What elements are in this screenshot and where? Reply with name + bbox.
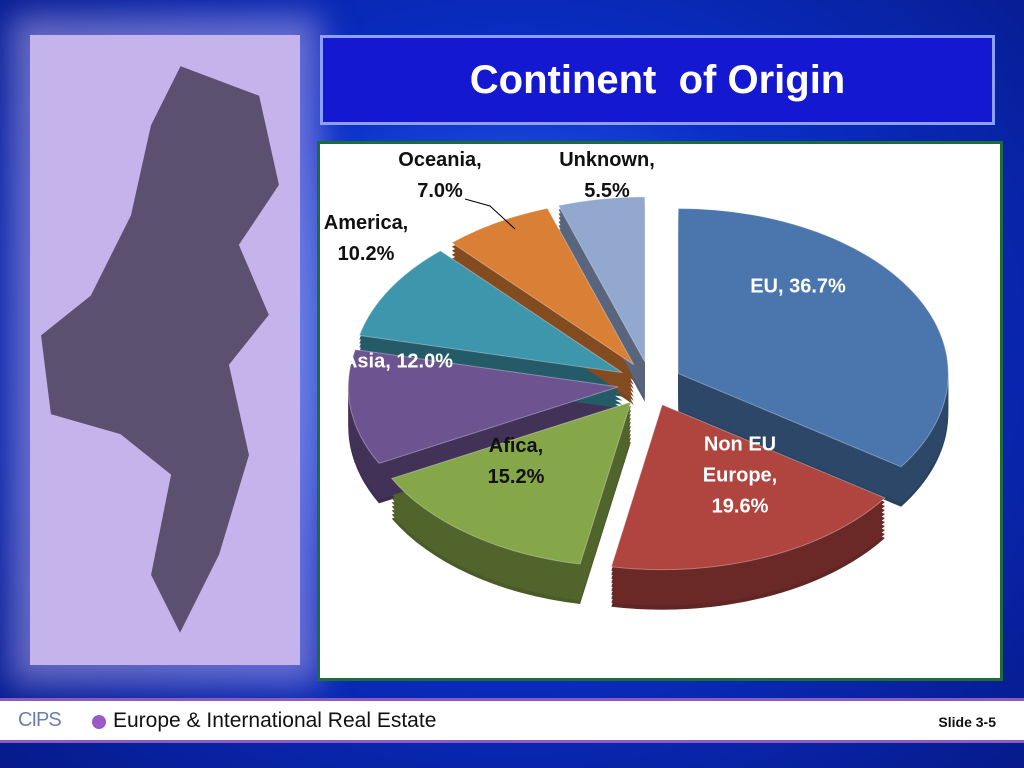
data-label: America, 10.2% [323, 212, 409, 265]
footer-text: Europe & International Real Estate [113, 709, 437, 732]
slide-number: Slide 3-5 [938, 714, 996, 730]
pie-chart [347, 196, 949, 610]
chart-area: EU, 36.7% Non EU Europe, 19.6% Afica, 15.2… [317, 141, 1003, 681]
data-label: Unknown, 5.5% [559, 149, 655, 202]
chart-title: Continent of Origin [320, 35, 995, 125]
map-image [30, 35, 300, 665]
bullet [92, 715, 106, 729]
slice [557, 196, 646, 363]
slice [450, 207, 635, 366]
slice [390, 401, 632, 565]
slice [677, 208, 949, 468]
data-label: Asia, 12.0% [342, 350, 454, 373]
data-label: EU, 36.7% [750, 275, 846, 298]
slice [610, 404, 886, 571]
slice [358, 250, 623, 374]
data-label: Afica, 15.2% [487, 435, 545, 488]
map-shape [38, 63, 282, 638]
data-label: Non EU Europe, 19.6% [702, 433, 778, 518]
logo: CIPS [18, 709, 62, 731]
leader-line [464, 198, 516, 230]
data-label: Oceania, 7.0% [398, 149, 482, 202]
footer: CIPS Europe & International Real Estate … [0, 698, 1024, 743]
slice [347, 349, 619, 464]
